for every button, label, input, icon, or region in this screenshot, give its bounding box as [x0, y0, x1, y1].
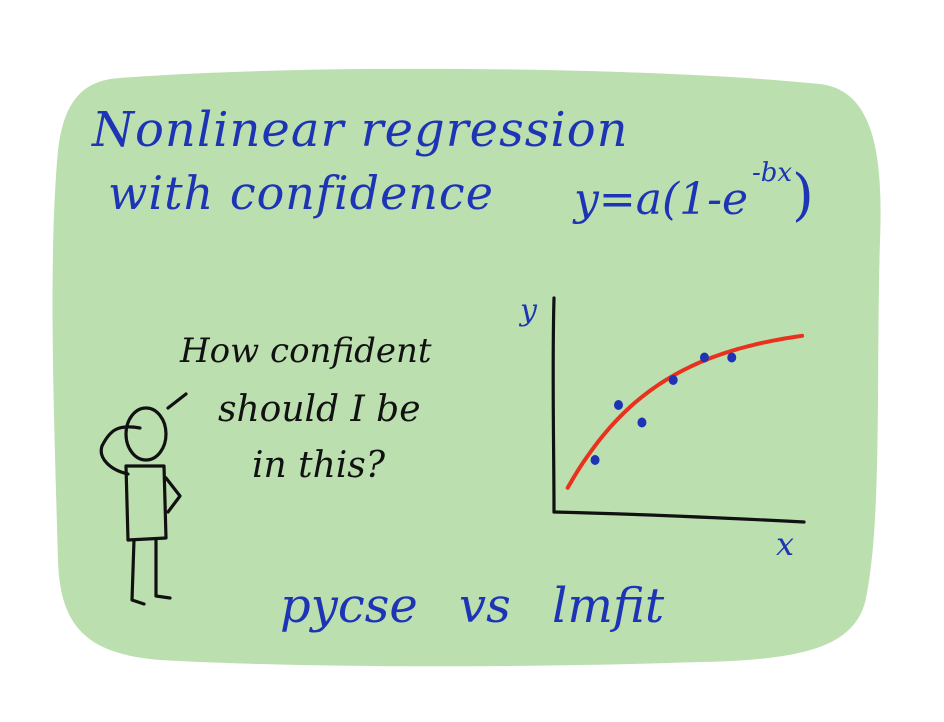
data-point: [727, 352, 737, 363]
y-axis-line: [551, 296, 556, 514]
speech-tick: [166, 392, 188, 410]
data-point: [668, 375, 678, 385]
equation-close-paren: ): [792, 163, 814, 228]
y-axis-label: y: [520, 293, 537, 328]
title-line-1: Nonlinear regression: [92, 102, 629, 158]
sketch-plot: [551, 296, 806, 524]
person-leg-left: [130, 538, 146, 606]
data-point: [590, 455, 600, 465]
fit-curve: [565, 333, 805, 490]
thinking-person: [99, 392, 188, 606]
person-arm: [164, 476, 182, 514]
equation-main: y=a(1-e: [574, 174, 749, 225]
data-point: [614, 400, 623, 410]
footer-caption: pycse vs lmfit: [280, 578, 665, 634]
equation-exponent: -bx: [752, 158, 793, 188]
person-torso: [124, 464, 168, 542]
thought-line-2: should I be: [218, 389, 421, 430]
data-point: [637, 417, 647, 428]
thought-line-1: How confident: [180, 331, 432, 371]
person-arm-raised: [99, 425, 142, 476]
person-head: [124, 406, 168, 462]
x-axis-label: x: [776, 525, 795, 563]
data-point: [699, 352, 709, 363]
title-line-2: with confidence: [108, 166, 494, 220]
thought-line-3: in this?: [252, 445, 386, 486]
x-axis-line: [552, 510, 806, 524]
person-leg-right: [154, 538, 172, 600]
